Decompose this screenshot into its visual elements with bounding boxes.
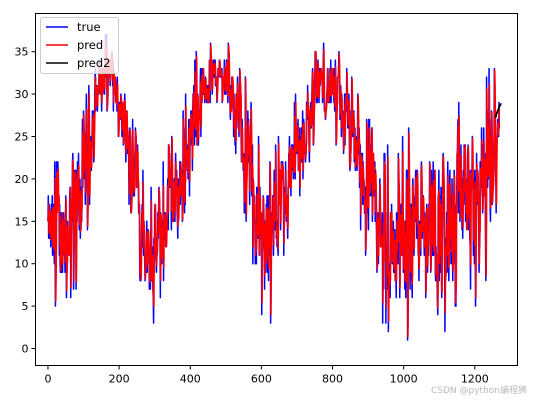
series-layer [47, 33, 502, 341]
legend-box [40, 17, 119, 74]
y-tick-label-30: 30 [15, 88, 29, 101]
watermark: CSDN @python编程狮 [430, 386, 527, 396]
x-tick-label-200: 200 [109, 373, 130, 386]
x-tick-label-1000: 1000 [390, 373, 418, 386]
y-tick-label-5: 5 [22, 300, 29, 313]
x-tick-label-600: 600 [251, 373, 272, 386]
x-tick-label-0: 0 [44, 373, 51, 386]
legend-label-pred: pred [77, 38, 103, 52]
legend-label-true: true [77, 20, 101, 34]
y-tick-label-20: 20 [15, 173, 29, 186]
y-tick-label-35: 35 [15, 46, 29, 59]
ticks-layer: 0 200 400 600 800 1000 1200 0 5 10 15 20 25 30 35 [15, 46, 489, 386]
legend-label-pred2: pred2 [77, 56, 110, 70]
x-tick-label-800: 800 [322, 373, 343, 386]
y-tick-label-25: 25 [15, 130, 29, 143]
x-tick-label-400: 400 [180, 373, 201, 386]
legend: true pred pred2 [40, 17, 119, 74]
y-tick-label-15: 15 [15, 215, 29, 228]
y-tick-label-10: 10 [15, 258, 29, 271]
series-line-pred [47, 40, 501, 338]
y-tick-label-0: 0 [22, 343, 29, 356]
series-line-pred2 [494, 102, 502, 119]
x-tick-label-1200: 1200 [461, 373, 489, 386]
